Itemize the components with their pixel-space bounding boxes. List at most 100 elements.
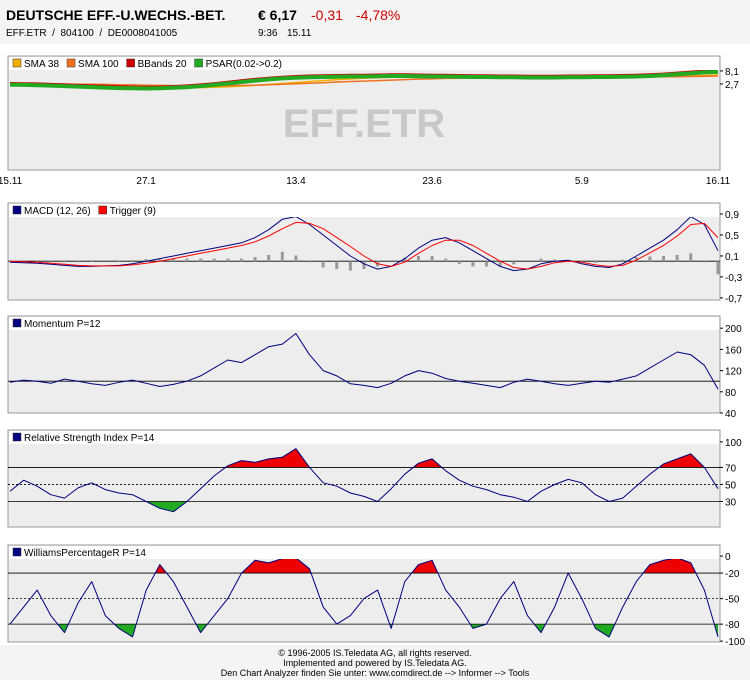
histogram-bar bbox=[158, 258, 162, 262]
legend-swatch bbox=[194, 58, 203, 68]
histogram-bar bbox=[634, 257, 638, 262]
histogram-bar bbox=[144, 259, 148, 262]
legend-swatch bbox=[126, 58, 135, 68]
legend-label: Relative Strength Index P=14 bbox=[24, 433, 155, 444]
x-tick-label: 16.11 bbox=[706, 176, 731, 187]
histogram-bar bbox=[403, 257, 407, 262]
stock-ids: EFF.ETR / 804100 / DE0008041005 bbox=[6, 28, 178, 39]
y-tick-label: 80 bbox=[725, 388, 737, 399]
y-tick-label: 0,9 bbox=[725, 210, 739, 221]
legend-label: SMA 38 bbox=[24, 59, 59, 70]
histogram-bar bbox=[362, 261, 366, 270]
histogram-bar bbox=[131, 260, 135, 262]
y-tick-label: -20 bbox=[725, 569, 740, 580]
histogram-bar bbox=[49, 261, 53, 263]
footer-line: Implemented and powered by IS.Teledata A… bbox=[283, 658, 467, 668]
change-pct: -4,78% bbox=[356, 7, 400, 23]
x-tick-label: 13.4 bbox=[286, 176, 306, 187]
y-tick-label: 70 bbox=[725, 463, 737, 474]
series-line bbox=[9, 221, 719, 270]
legend-swatch bbox=[98, 205, 107, 215]
series-line bbox=[9, 70, 719, 91]
histogram-bar bbox=[498, 261, 502, 267]
y-tick-label: -50 bbox=[725, 595, 740, 606]
legend-swatch bbox=[12, 318, 22, 328]
histogram-bar bbox=[430, 255, 434, 262]
legend-label: WilliamsPercentageR P=14 bbox=[24, 548, 146, 559]
panel bbox=[7, 315, 721, 414]
legend-strip bbox=[9, 317, 719, 330]
histogram-bar bbox=[199, 258, 203, 262]
histogram-bar bbox=[239, 258, 243, 262]
legend-swatch bbox=[12, 205, 22, 215]
histogram-bar bbox=[648, 256, 652, 262]
legend-label: SMA 100 bbox=[78, 59, 119, 70]
histogram-bar bbox=[294, 255, 298, 262]
histogram-bar bbox=[226, 258, 230, 262]
histogram-bar bbox=[512, 261, 516, 265]
histogram-bar bbox=[689, 253, 693, 262]
x-tick-label: 5.9 bbox=[575, 176, 589, 187]
histogram-bar bbox=[457, 261, 461, 264]
histogram-bar bbox=[471, 261, 475, 267]
histogram-bar bbox=[348, 261, 352, 271]
histogram-bar bbox=[702, 261, 706, 263]
y-tick-label: 8,1 bbox=[725, 67, 739, 78]
legend-label: PSAR(0.02->0.2) bbox=[206, 59, 282, 70]
y-tick-label: -0,3 bbox=[725, 273, 743, 284]
legend-label: Trigger (9) bbox=[110, 206, 156, 217]
panel bbox=[7, 429, 721, 528]
histogram-bar bbox=[593, 261, 597, 263]
x-tick-label: 23.6 bbox=[422, 176, 442, 187]
legend-swatch bbox=[12, 432, 22, 442]
y-tick-label: 50 bbox=[725, 480, 737, 491]
stock-name: DEUTSCHE EFF.-U.WECHS.-BET. bbox=[6, 7, 225, 23]
x-tick-label: 27.1 bbox=[136, 176, 156, 187]
histogram-bar bbox=[308, 261, 312, 263]
y-tick-label: -80 bbox=[725, 620, 740, 631]
histogram-bar bbox=[280, 251, 284, 262]
histogram-bar bbox=[171, 258, 175, 262]
y-tick-label: 100 bbox=[725, 438, 742, 449]
histogram-bar bbox=[62, 261, 66, 263]
legend-strip bbox=[9, 57, 719, 70]
header-bg bbox=[0, 0, 750, 44]
footer-bg bbox=[0, 645, 750, 680]
quote-date: 15.11 bbox=[287, 28, 312, 39]
histogram-bar bbox=[335, 261, 339, 270]
y-tick-label: -100 bbox=[725, 637, 745, 648]
histogram-bar bbox=[539, 258, 543, 262]
histogram-bar bbox=[117, 260, 121, 262]
histogram-bar bbox=[621, 259, 625, 262]
histogram-bar bbox=[675, 254, 679, 262]
histogram-bar bbox=[485, 261, 489, 267]
histogram-bar bbox=[662, 255, 666, 262]
histogram-bar bbox=[716, 261, 720, 275]
histogram-bar bbox=[444, 258, 448, 262]
legend-label: Momentum P=12 bbox=[24, 319, 101, 330]
y-tick-label: 160 bbox=[725, 345, 742, 356]
legend-strip bbox=[9, 204, 719, 217]
x-tick-label: 15.11 bbox=[0, 176, 23, 187]
y-tick-label: 30 bbox=[725, 497, 737, 508]
watermark: EFF.ETR bbox=[283, 102, 445, 146]
panel bbox=[7, 202, 721, 301]
plot bbox=[8, 217, 720, 275]
y-tick-label: 0,1 bbox=[725, 252, 739, 263]
legend-strip bbox=[9, 546, 719, 559]
legend-swatch bbox=[66, 58, 76, 68]
y-tick-label: 0,5 bbox=[725, 231, 739, 242]
change: -0,31 bbox=[311, 7, 343, 23]
histogram-bar bbox=[185, 258, 189, 262]
plot bbox=[9, 70, 719, 91]
y-tick-label: 120 bbox=[725, 367, 742, 378]
legend-swatch bbox=[12, 547, 22, 557]
histogram-bar bbox=[212, 258, 216, 262]
histogram-bar bbox=[607, 261, 611, 263]
y-tick-label: 200 bbox=[725, 324, 742, 335]
legend-strip bbox=[9, 431, 719, 444]
series-line bbox=[9, 217, 719, 272]
legend-label: MACD (12, 26) bbox=[24, 206, 91, 217]
series-line bbox=[9, 333, 719, 390]
